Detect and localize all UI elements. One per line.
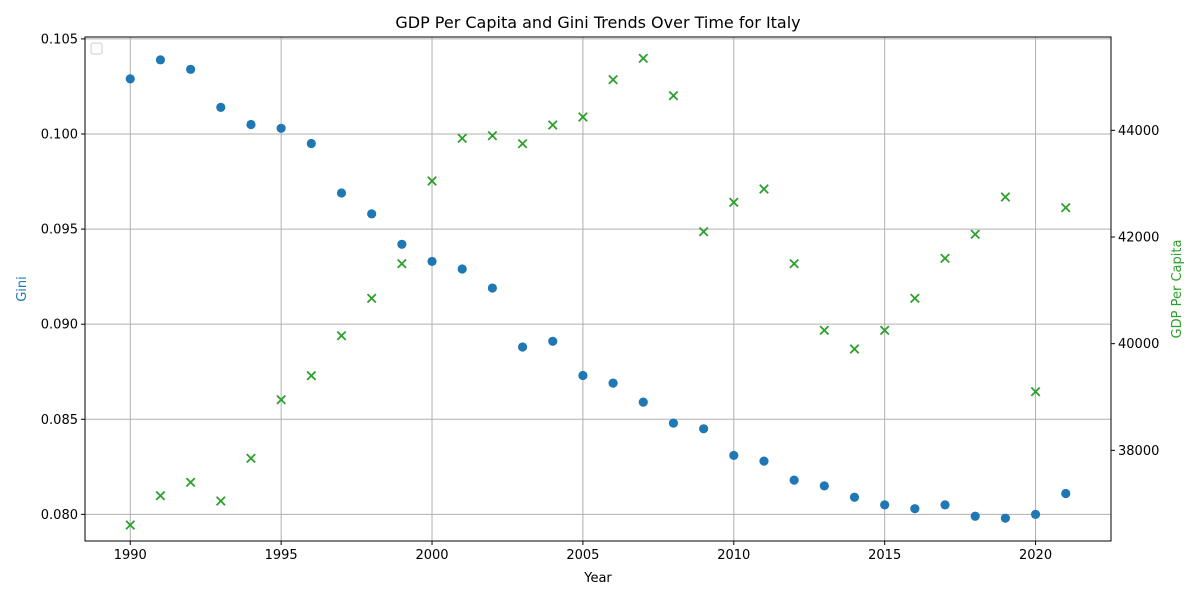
x-tick-label: 2010 xyxy=(717,548,750,563)
gdp-point xyxy=(185,477,196,488)
gdp-point xyxy=(457,133,468,144)
gdp-point xyxy=(940,253,950,264)
gdp-point xyxy=(638,53,649,64)
x-tick-label: 1990 xyxy=(114,548,147,563)
gini-point xyxy=(216,102,226,112)
gdp-point xyxy=(276,394,286,405)
legend-box xyxy=(90,42,103,55)
gini-point xyxy=(608,378,618,388)
gdp-point xyxy=(789,258,799,269)
gini-point xyxy=(517,342,528,352)
gini-point xyxy=(1061,488,1071,499)
gini-point xyxy=(759,456,769,466)
gdp-point xyxy=(155,490,166,501)
x-tick-label: 2015 xyxy=(868,548,901,563)
gdp-point xyxy=(819,325,830,336)
gini-point xyxy=(940,500,950,510)
x-tick-label: 2005 xyxy=(566,548,599,563)
y-right-tick-label: 40000 xyxy=(1118,337,1159,352)
gini-point xyxy=(397,239,407,249)
gdp-point xyxy=(336,330,347,341)
gdp-point xyxy=(578,112,588,122)
y-left-tick-label: 0.105 xyxy=(41,32,78,47)
gini-point xyxy=(789,475,799,485)
plot-frame xyxy=(84,36,1112,542)
gdp-point xyxy=(970,229,981,240)
gini-point xyxy=(306,138,316,149)
gini-point xyxy=(1000,513,1010,523)
x-tick-label: 2000 xyxy=(415,548,448,563)
gdp-point xyxy=(759,184,769,194)
gdp-point xyxy=(1030,386,1041,397)
gdp-point xyxy=(698,226,709,237)
gdp-point xyxy=(427,176,437,186)
gini-point xyxy=(276,123,286,133)
gdp-point xyxy=(668,90,679,101)
gini-point xyxy=(638,397,648,407)
chart-title: GDP Per Capita and Gini Trends Over Time… xyxy=(395,13,800,32)
y-left-tick-label: 0.100 xyxy=(41,127,78,142)
y-right-tick-label: 42000 xyxy=(1118,231,1159,246)
gini-point xyxy=(367,209,377,219)
gdp-point xyxy=(366,293,377,304)
gini-point xyxy=(880,500,890,510)
gdp-point xyxy=(547,120,558,130)
gini-point xyxy=(819,481,829,491)
y-axis-right-title: GDP Per Capita xyxy=(1170,240,1185,339)
gdp-point xyxy=(306,370,317,381)
gdp-point xyxy=(1060,202,1071,213)
gdp-point xyxy=(728,197,739,208)
x-axis-title: Year xyxy=(583,571,612,586)
y-right-tick-label: 44000 xyxy=(1118,124,1159,139)
gini-point xyxy=(910,504,920,514)
gini-point xyxy=(849,492,860,502)
gdp-point xyxy=(397,258,407,269)
gdp-point xyxy=(608,74,618,85)
gdp-point xyxy=(215,496,226,506)
gdp-point xyxy=(879,325,890,336)
axes-ticks: 1990 1995 2000 2005 2010 2015 2020 0.080 0.085 0.… xyxy=(41,32,1160,563)
gini-point xyxy=(668,418,679,428)
gdp-point xyxy=(487,130,498,141)
y-left-tick-label: 0.080 xyxy=(41,508,78,523)
gini-point xyxy=(487,283,497,293)
gini-point xyxy=(246,119,256,130)
grid xyxy=(85,37,1111,541)
y-axis-left-title: Gini xyxy=(15,276,30,302)
gini-point xyxy=(427,256,437,267)
gdp-point xyxy=(246,453,256,464)
y-left-tick-label: 0.090 xyxy=(41,318,78,333)
gini-point xyxy=(155,55,166,65)
gini-point xyxy=(457,264,467,274)
gdp-point xyxy=(910,293,920,304)
y-right-tick-label: 38000 xyxy=(1118,444,1159,459)
x-tick-label: 1995 xyxy=(265,548,298,563)
gini-point xyxy=(578,370,588,381)
y-left-tick-label: 0.095 xyxy=(41,223,78,238)
gini-point xyxy=(699,424,709,434)
gini-point xyxy=(548,336,558,346)
gini-point xyxy=(729,450,739,461)
gini-point xyxy=(186,64,196,74)
gini-point xyxy=(1030,509,1041,519)
gini-point xyxy=(125,74,135,84)
data-marks xyxy=(125,53,1071,530)
gdp-point xyxy=(517,138,528,149)
gini-point xyxy=(336,188,347,198)
gdp-point xyxy=(125,520,136,530)
x-tick-label: 2020 xyxy=(1019,548,1052,563)
gdp-point xyxy=(1000,192,1011,202)
gdp-point xyxy=(849,344,860,354)
y-left-tick-label: 0.085 xyxy=(41,413,78,428)
gini-point xyxy=(970,511,980,521)
